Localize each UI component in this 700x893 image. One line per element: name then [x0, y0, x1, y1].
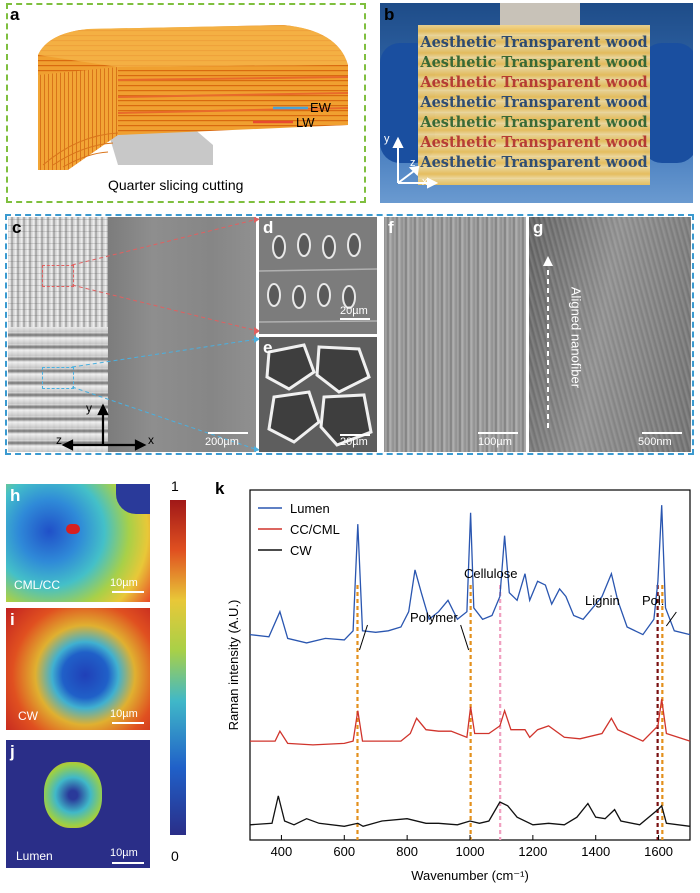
series-line-cccml [250, 699, 691, 746]
g-arrow-text-wrap: Aligned nanofiber [566, 250, 584, 430]
wood-block-illustration [38, 25, 349, 170]
sheet-text-line: Aesthetic Transparent wood [420, 134, 648, 151]
panel-e-label: e [263, 338, 273, 357]
d-scale-bar [340, 318, 370, 320]
annotation-label: Lignin [585, 593, 620, 608]
sem-frame [5, 214, 694, 455]
c-axis-x: x [148, 433, 154, 447]
h-name: CML/CC [14, 578, 61, 592]
panel-b: Aesthetic Transparent wood Aesthetic Tra… [380, 3, 693, 203]
lw-label: LW [296, 115, 315, 130]
panel-i [6, 608, 150, 730]
h-scale-label: 10µm [110, 577, 138, 589]
g-scale-bar [642, 432, 682, 434]
j-name: Lumen [16, 849, 53, 863]
panel-j-label: j [10, 742, 15, 761]
aligned-arrow-icon [543, 256, 553, 428]
e-scale-bar [340, 434, 370, 436]
i-scale-label: 10µm [110, 708, 138, 720]
panel-e [259, 337, 377, 452]
annotation-leader [359, 624, 368, 651]
f-scale-bar [478, 432, 518, 434]
annotation-leader [460, 624, 470, 651]
c-scale-label: 200µm [205, 436, 239, 448]
x-tick-label: 400 [271, 844, 293, 859]
x-tick-label: 1000 [456, 844, 485, 859]
g-scale-label: 500nm [638, 436, 672, 448]
series-line-lumen [249, 505, 691, 644]
panel-j [6, 740, 150, 868]
annotation-leader [665, 611, 677, 627]
sheet-text-line: Aesthetic Transparent wood [420, 54, 648, 71]
panel-a-caption: Quarter slicing cutting [108, 177, 244, 193]
annotation-label: Pol. [642, 593, 664, 608]
e-scale-label: 20µm [340, 436, 368, 448]
h-scale-bar [112, 591, 144, 593]
series-line-cw [249, 795, 691, 827]
panel-d [259, 217, 377, 334]
axes-icon [392, 136, 439, 189]
c-scale-bar [208, 432, 248, 434]
y-axis-label: Raman intensity (A.U.) [226, 600, 241, 731]
legend-label: Lumen [290, 501, 330, 516]
f-scale-label: 100µm [478, 436, 512, 448]
x-tick-label: 1200 [518, 844, 547, 859]
panel-h [6, 484, 150, 602]
sheet-text-line: Aesthetic Transparent wood [420, 74, 648, 91]
j-scale-bar [112, 862, 144, 864]
panel-d-label: d [263, 218, 274, 237]
x-axis-label: Wavenumber (cm⁻¹) [411, 868, 529, 883]
zoom-lines [61, 217, 260, 452]
colorbar-min: 0 [171, 848, 179, 864]
panel-k-label: k [215, 479, 225, 498]
x-tick-label: 800 [396, 844, 418, 859]
sheet-text-line: Aesthetic Transparent wood [420, 34, 648, 51]
panel-b-label: b [384, 5, 395, 24]
panel-h-label: h [10, 486, 21, 505]
panel-a-label: a [10, 5, 20, 24]
panel-f-label: f [388, 218, 394, 237]
colorbar [170, 500, 186, 835]
b-axis-y: y [384, 133, 390, 145]
legend-label: CC/CML [290, 522, 340, 537]
panel-g-label: g [533, 218, 544, 237]
panel-a: EW LW Quarter slicing cutting [6, 3, 366, 203]
c-axis-z: z [56, 433, 62, 447]
sheet-text-line: Aesthetic Transparent wood [420, 154, 648, 171]
annotation-label: Cellulose [464, 566, 517, 581]
transparent-wood-sheet: Aesthetic Transparent wood Aesthetic Tra… [418, 25, 650, 185]
panel-g [529, 217, 691, 452]
panel-c-label: c [12, 218, 22, 237]
panel-c [8, 217, 256, 452]
b-axis-x: x [422, 176, 428, 188]
x-tick-label: 600 [333, 844, 355, 859]
annotation-label: Polymer [410, 610, 458, 625]
sheet-text-line: Aesthetic Transparent wood [420, 114, 648, 131]
ew-label: EW [310, 100, 331, 115]
g-arrow-text: Aligned nanofiber [568, 286, 584, 389]
c-axis-y: y [86, 401, 92, 415]
colorbar-max: 1 [171, 478, 179, 494]
panel-i-label: i [10, 610, 15, 629]
d-scale-label: 20µm [340, 305, 368, 317]
legend-label: CW [290, 543, 312, 558]
j-scale-label: 10µm [110, 847, 138, 859]
sheet-text-line: Aesthetic Transparent wood [420, 94, 648, 111]
x-tick-label: 1400 [581, 844, 610, 859]
panel-f [384, 217, 526, 452]
i-name: CW [18, 709, 38, 723]
b-axis-z: z [410, 157, 416, 169]
x-tick-label: 1600 [644, 844, 673, 859]
i-scale-bar [112, 722, 144, 724]
raman-chart: 400 600 800 1000 1200 1400 1600 Wavenumber (cm⁻… [226, 489, 691, 883]
